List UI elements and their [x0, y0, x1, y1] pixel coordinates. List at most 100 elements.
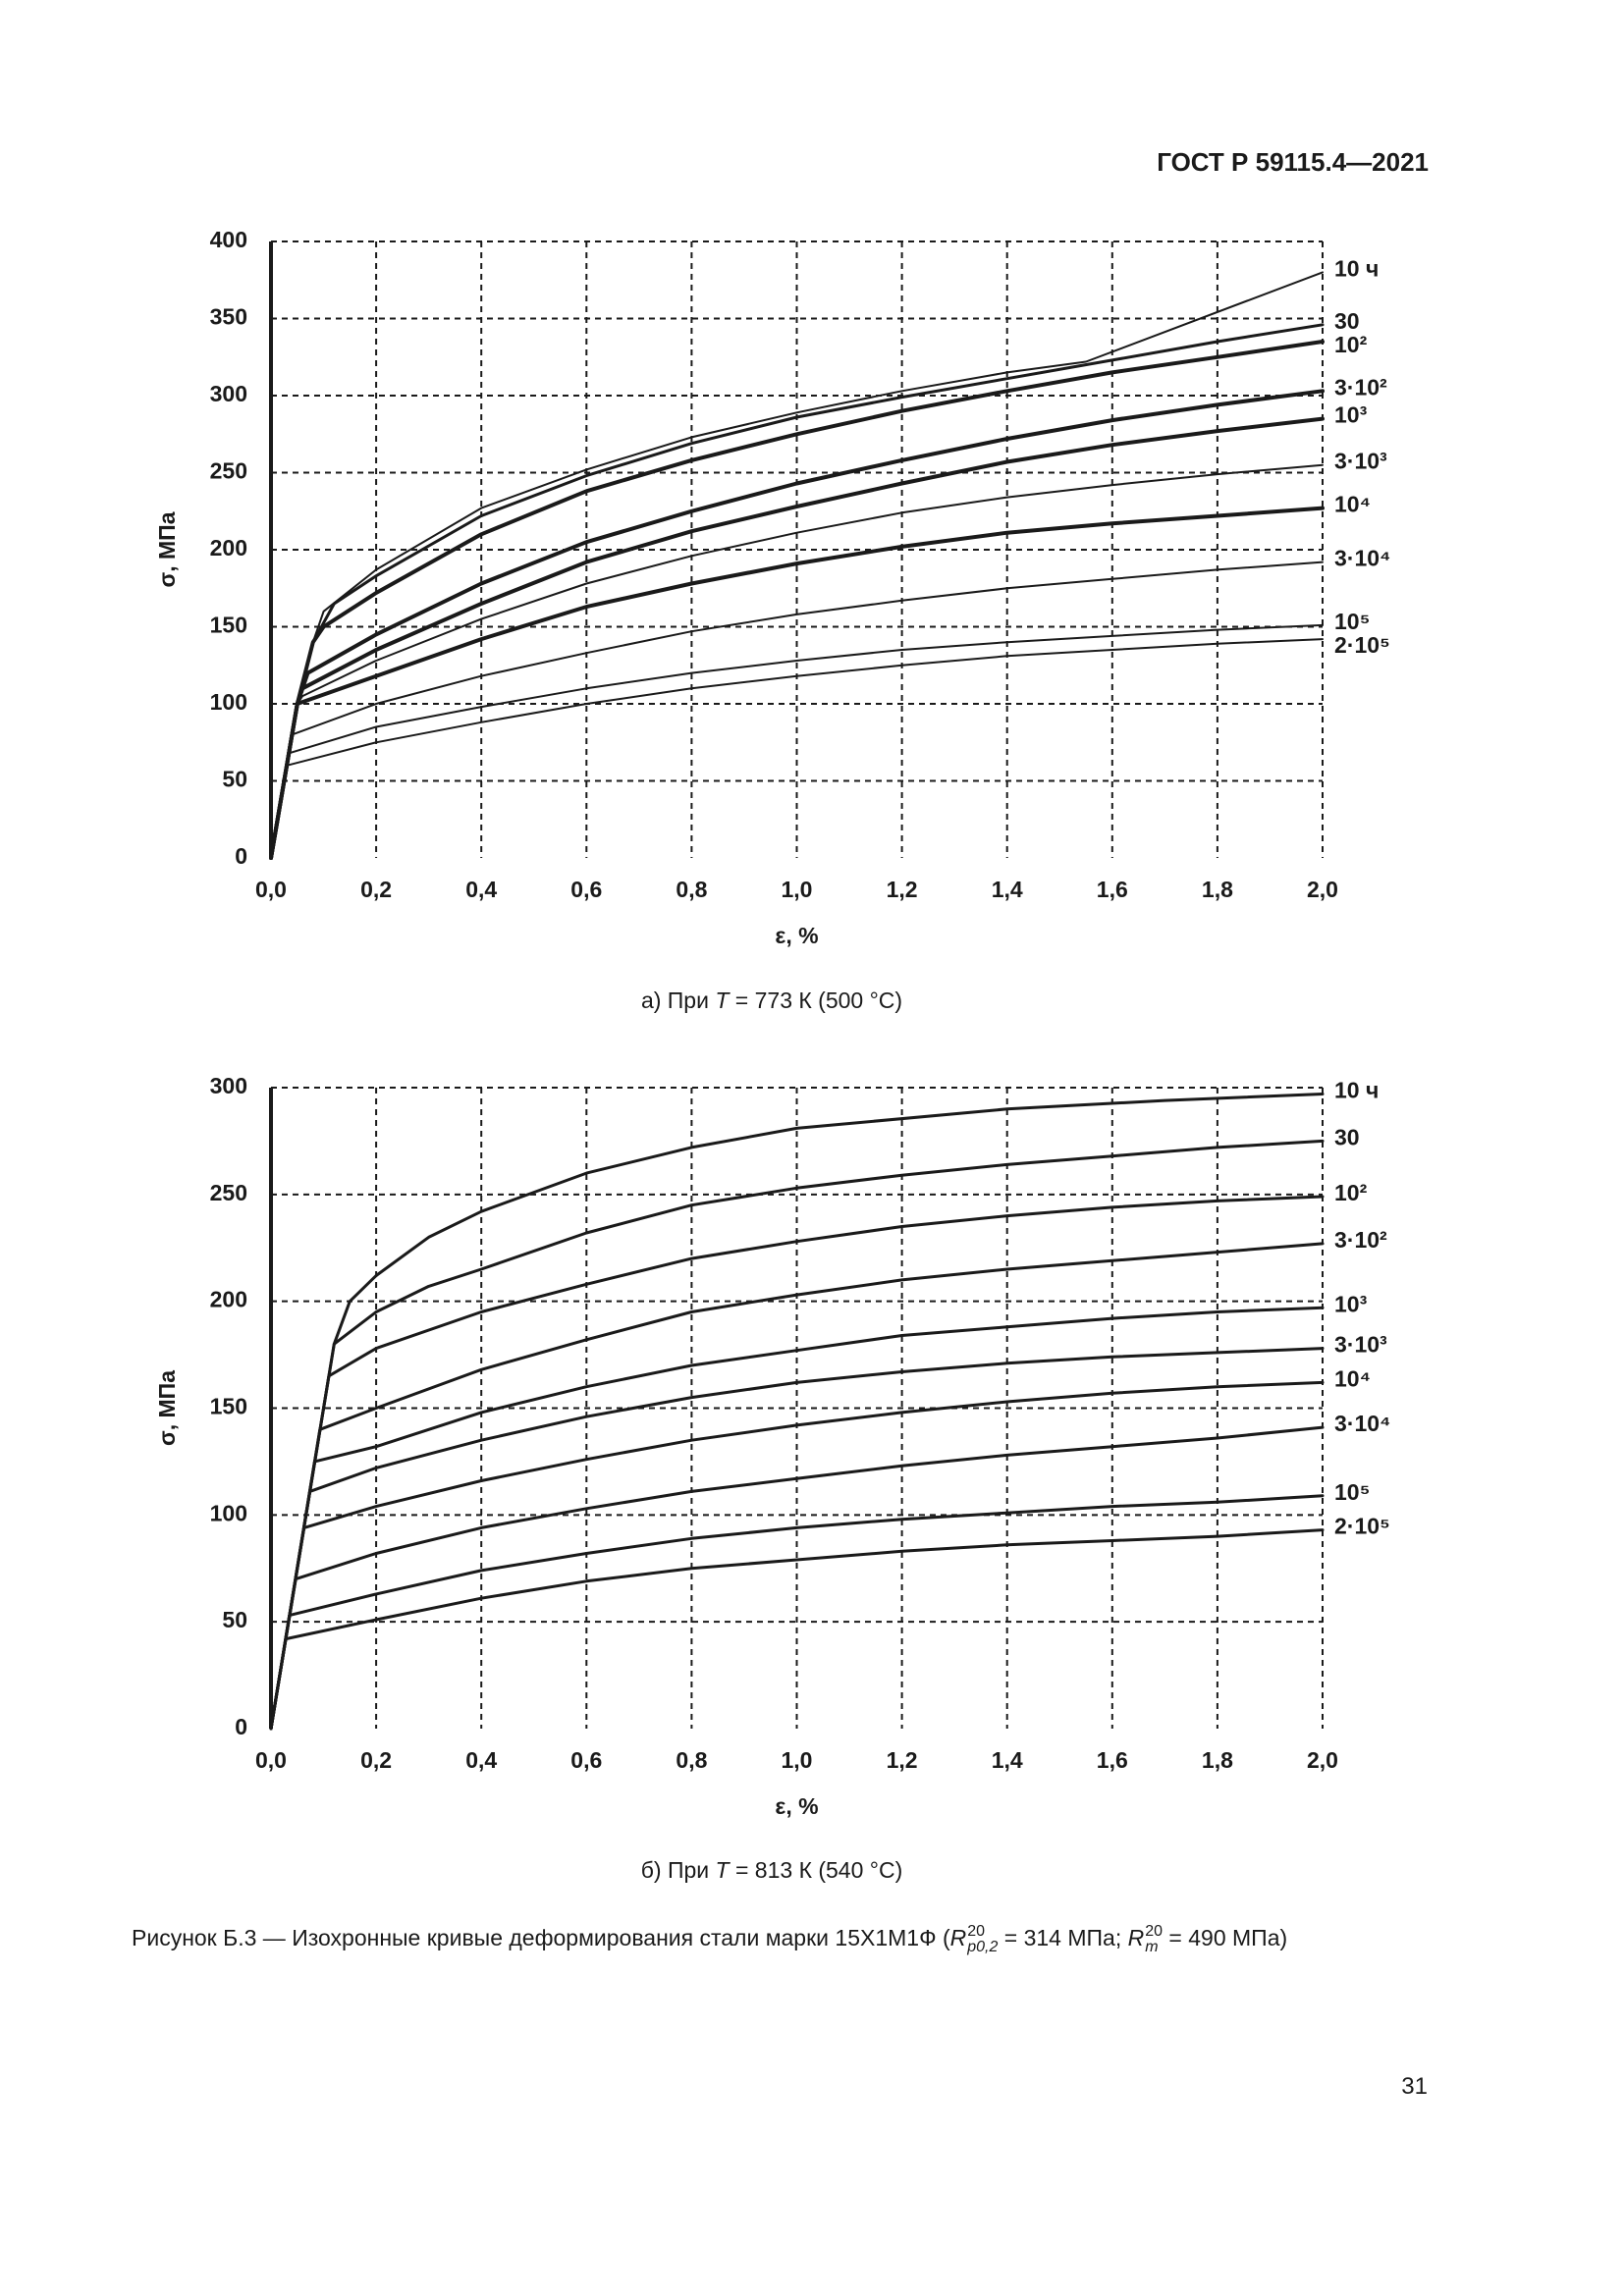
legend-label: 10²: [1334, 1180, 1368, 1205]
curve: [269, 1195, 1325, 1731]
y-axis-label: σ, МПа: [154, 511, 180, 587]
caption-text: а) При: [640, 988, 716, 1013]
curve: [269, 1242, 1325, 1731]
y-tick-label: 250: [210, 458, 247, 484]
x-tick-label: 1,4: [992, 877, 1023, 902]
legend-label: 2·10⁵: [1334, 632, 1390, 658]
x-tick-label: 0,0: [255, 877, 287, 902]
legend-label: 3·10²: [1334, 1227, 1387, 1253]
indices: 20 m: [1145, 1924, 1163, 1955]
legend-label: 3·10²: [1334, 374, 1387, 400]
y-tick-label: 100: [210, 1500, 247, 1525]
caption: а) При T = 773 К (500 °C): [0, 988, 1543, 1014]
curve: [269, 1347, 1325, 1731]
x-tick-label: 2,0: [1307, 1747, 1338, 1773]
caption-text: = 490 МПа): [1163, 1925, 1288, 1951]
curve: [269, 340, 1325, 860]
x-tick-label: 1,6: [1097, 877, 1128, 902]
curve: [270, 623, 1324, 859]
curve: [269, 506, 1325, 860]
y-tick-label: 150: [210, 613, 247, 638]
x-axis-label: ε, %: [775, 923, 818, 948]
y-tick-label: 100: [210, 689, 247, 715]
legend-label: 10⁵: [1334, 1479, 1370, 1505]
curve: [270, 638, 1324, 859]
curve: [269, 1528, 1325, 1731]
x-tick-label: 0,2: [360, 877, 392, 902]
y-tick-label: 0: [235, 1714, 247, 1739]
legend-label: 3·10³: [1334, 449, 1387, 474]
legend-label: 10⁵: [1334, 609, 1370, 634]
caption-text: Рисунок Б.3 — Изохронные кривые деформир…: [132, 1925, 950, 1951]
legend-label: 30: [1334, 1124, 1360, 1149]
header-title: ГОСТ Р 59115.4—2021: [1157, 147, 1429, 177]
x-tick-label: 0,6: [570, 877, 602, 902]
x-axis-label: ε, %: [775, 1793, 818, 1819]
symbol: R: [1127, 1925, 1145, 1951]
x-tick-label: 0,8: [676, 1747, 707, 1773]
x-tick-label: 1,4: [992, 1747, 1023, 1773]
x-tick-label: 0,4: [465, 1747, 497, 1773]
y-tick-label: 350: [210, 304, 247, 330]
y-tick-label: 300: [210, 1073, 247, 1098]
caption-text: б) При: [640, 1857, 716, 1883]
caption-text: = 773 К (500 °C): [729, 988, 903, 1013]
y-tick-label: 300: [210, 381, 247, 406]
curve: [270, 561, 1324, 859]
curve: [269, 1494, 1325, 1731]
page-number: 31: [1401, 2073, 1428, 2100]
caption-text: = 813 К (540 °C): [729, 1857, 903, 1883]
subscript: p0,2: [967, 1939, 999, 1955]
x-tick-label: 1,2: [887, 1747, 918, 1773]
curve: [269, 389, 1325, 860]
caption-symbol: T: [715, 988, 730, 1013]
curve: [269, 1425, 1325, 1731]
legend-label: 3·10³: [1334, 1332, 1387, 1358]
legend-label: 30: [1334, 308, 1360, 334]
legend-label: 10²: [1334, 332, 1368, 357]
y-tick-label: 250: [210, 1180, 247, 1205]
x-tick-label: 0,8: [676, 877, 707, 902]
x-tick-label: 1,8: [1202, 877, 1233, 902]
legend-label: 10 ч: [1334, 1078, 1379, 1103]
x-tick-label: 0,6: [570, 1747, 602, 1773]
curve: [269, 1093, 1325, 1731]
x-tick-label: 1,8: [1202, 1747, 1233, 1773]
legend-label: 10⁴: [1334, 1365, 1371, 1391]
x-tick-label: 0,0: [255, 1747, 287, 1773]
legend-label: 3·10⁴: [1334, 546, 1390, 571]
indices: 20 p0,2: [967, 1924, 998, 1955]
caption: б) При T = 813 К (540 °C): [0, 1857, 1543, 1884]
y-tick-label: 150: [210, 1394, 247, 1419]
legend-label: 3·10⁴: [1334, 1411, 1390, 1436]
curve: [269, 1139, 1325, 1731]
figure-caption: Рисунок Б.3 — Изохронные кривые деформир…: [132, 1924, 1287, 1955]
curve: [269, 416, 1325, 860]
legend-label: 10³: [1334, 402, 1368, 428]
superscript: 20: [1145, 1923, 1164, 1940]
x-tick-label: 1,0: [782, 1747, 813, 1773]
legend-label: 10⁴: [1334, 492, 1371, 517]
x-tick-label: 0,2: [360, 1747, 392, 1773]
x-tick-label: 0,4: [465, 877, 497, 902]
curve: [269, 1306, 1325, 1731]
curve: [270, 463, 1324, 859]
symbol: R: [949, 1925, 967, 1951]
x-tick-label: 2,0: [1307, 877, 1338, 902]
y-tick-label: 50: [222, 767, 247, 792]
legend-label: 2·10⁵: [1334, 1514, 1390, 1539]
y-tick-label: 50: [222, 1607, 247, 1632]
superscript: 20: [967, 1923, 986, 1940]
curve: [269, 1380, 1325, 1731]
caption-symbol: T: [715, 1857, 730, 1883]
caption-text: = 314 МПа;: [998, 1925, 1128, 1951]
x-tick-label: 1,0: [782, 877, 813, 902]
y-tick-label: 200: [210, 535, 247, 561]
y-axis-label: σ, МПа: [154, 1370, 180, 1446]
legend-label: 10³: [1334, 1291, 1368, 1316]
x-tick-label: 1,2: [887, 877, 918, 902]
y-tick-label: 200: [210, 1287, 247, 1312]
subscript: m: [1145, 1939, 1159, 1955]
